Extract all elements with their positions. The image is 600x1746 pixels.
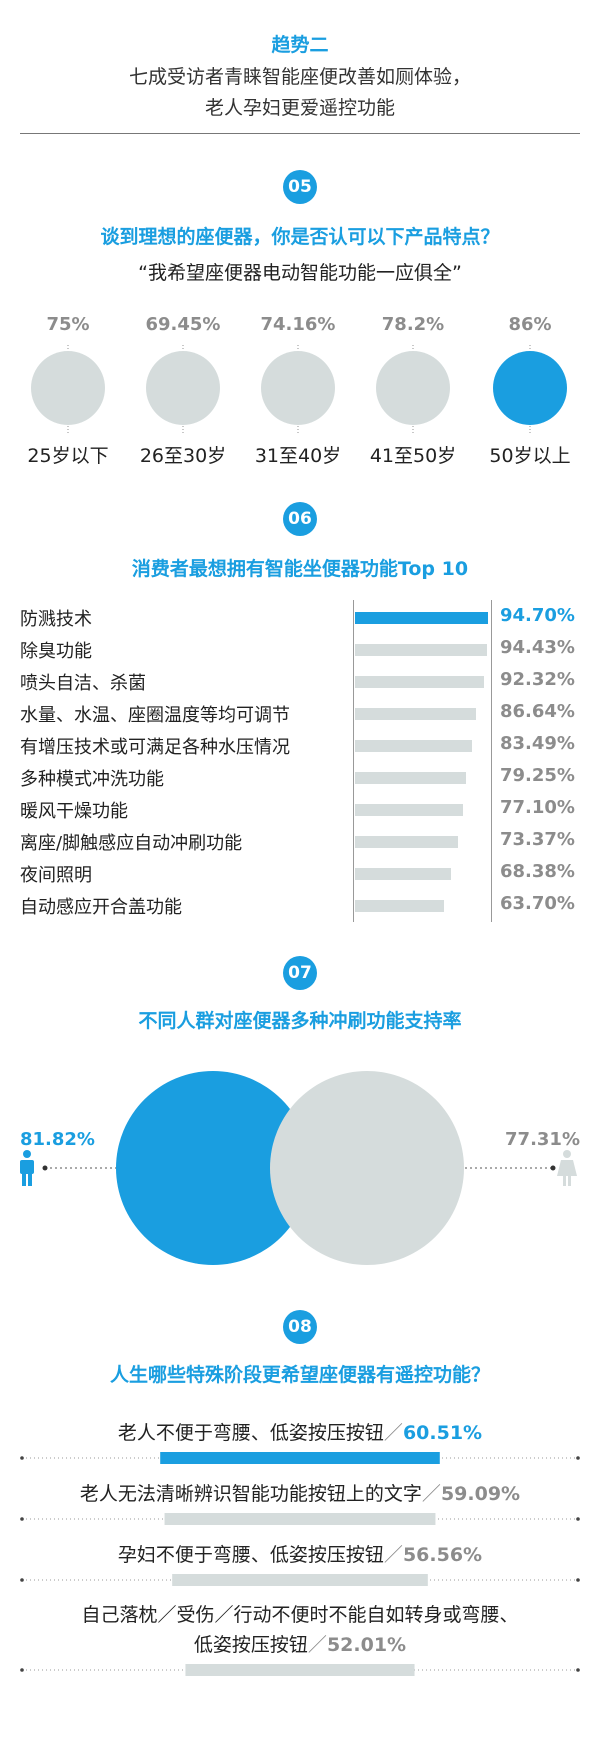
reason-guide-dot — [20, 1517, 24, 1521]
bubble-value-label: 78.2% — [382, 314, 444, 335]
bar-value-label: 73.37% — [500, 829, 575, 850]
section-05-title: 谈到理想的座便器，你是否认可以下产品特点？ — [100, 226, 500, 248]
bubble-1 — [31, 351, 105, 425]
reason-guide-dot — [20, 1578, 24, 1582]
bar-category-label: 有增压技术或可满足各种水压情况 — [20, 737, 290, 758]
female-support-value: 77.31% — [505, 1129, 580, 1150]
reason-guide-dot — [20, 1456, 24, 1460]
reason-guide-dot — [576, 1668, 580, 1672]
bar-category-label: 防溅技术 — [20, 609, 92, 630]
bubble-category-label: 26至30岁 — [140, 445, 226, 467]
section-07-badge: 07 — [283, 956, 317, 990]
reason-bar-1 — [160, 1452, 440, 1464]
bar-value-label: 86.64% — [500, 701, 575, 722]
bubble-category-label: 50岁以上 — [489, 445, 570, 467]
bar-value-label: 79.25% — [500, 765, 575, 786]
remote-reason-bars — [20, 1452, 580, 1676]
bar-category-label: 夜间照明 — [20, 865, 92, 886]
remote-reason-4-line2: 低姿按压按钮／52.01% — [193, 1634, 407, 1656]
venn-chart: 81.82% 77.31% — [20, 1071, 580, 1265]
bar-axis-right — [491, 600, 492, 922]
bubble-category-label: 41至50岁 — [370, 445, 456, 467]
bubble-4 — [376, 351, 450, 425]
bubble-2 — [146, 351, 220, 425]
female-support-circle — [270, 1071, 464, 1265]
male-support-circle — [116, 1071, 310, 1265]
reason-bar-4 — [185, 1664, 415, 1676]
bar-2 — [355, 644, 488, 656]
bubble-5 — [493, 351, 567, 425]
section-06-title: 消费者最想拥有智能坐便器功能Top 10 — [131, 558, 469, 580]
age-bubble-chart: 75% 25岁以下 69.45% 26至30岁 74.16% 31至40岁 78.2% 41至… — [27, 314, 570, 467]
bar-8 — [355, 836, 458, 848]
reason-guide-dot — [576, 1517, 580, 1521]
bubble-category-label: 25岁以下 — [27, 445, 108, 467]
bubble-category-label: 31至40岁 — [255, 445, 341, 467]
bubble-value-label: 75% — [46, 314, 89, 335]
bar-value-label: 68.38% — [500, 861, 575, 882]
bubble-value-label: 74.16% — [261, 314, 336, 335]
female-person-icon — [557, 1150, 577, 1186]
bubble-value-label: 69.45% — [146, 314, 221, 335]
section-05-quote: “我希望座便器电动智能功能一应俱全” — [138, 262, 462, 284]
bar-value-label: 92.32% — [500, 669, 575, 690]
bar-4 — [355, 708, 477, 720]
bar-value-label: 63.70% — [500, 893, 575, 914]
bar-9 — [355, 868, 451, 880]
venn-right-dot — [550, 1165, 556, 1171]
male-person-icon — [20, 1150, 34, 1186]
bar-7 — [355, 804, 463, 816]
section-05-badge: 05 — [283, 170, 317, 204]
venn-left-dot — [42, 1165, 48, 1171]
reason-bar-3 — [172, 1574, 428, 1586]
reason-guide-dot — [576, 1578, 580, 1582]
bar-category-label: 多种模式冲洗功能 — [20, 769, 164, 790]
bar-category-label: 暖风干燥功能 — [20, 801, 128, 822]
bar-category-label: 喷头自洁、杀菌 — [20, 673, 146, 694]
bar-5 — [355, 740, 472, 752]
section-07-title: 不同人群对座便器多种冲刷功能支持率 — [138, 1010, 462, 1032]
remote-reason-2: 老人无法清晰辨识智能功能按钮上的文字／59.09% — [79, 1483, 521, 1505]
bar-value-label: 77.10% — [500, 797, 575, 818]
remote-reason-3: 孕妇不便于弯腰、低姿按压按钮／56.56% — [117, 1544, 483, 1566]
header-divider — [20, 133, 580, 134]
bar-category-label: 离座/脚触感应自动冲刷功能 — [20, 833, 243, 854]
remote-reason-4-line1: 自己落枕／受伤／行动不便时不能自如转身或弯腰、 — [81, 1604, 519, 1626]
bar-category-label: 自动感应开合盖功能 — [20, 897, 182, 918]
bar-1 — [355, 612, 488, 624]
bar-category-label: 除臭功能 — [20, 641, 92, 662]
bubble-value-label: 86% — [508, 314, 551, 335]
bar-category-label: 水量、水温、座圈温度等均可调节 — [20, 705, 290, 726]
bar-10 — [355, 900, 445, 912]
trend-title: 趋势二 — [271, 34, 329, 56]
bubble-3 — [261, 351, 335, 425]
bar-value-label: 94.70% — [500, 605, 575, 626]
bar-value-label: 83.49% — [500, 733, 575, 754]
bar-value-label: 94.43% — [500, 637, 575, 658]
section-06-badge: 06 — [283, 502, 317, 536]
bar-6 — [355, 772, 466, 784]
reason-bar-2 — [164, 1513, 436, 1525]
section-08-badge: 08 — [283, 1310, 317, 1344]
reason-guide-dot — [576, 1456, 580, 1460]
male-support-value: 81.82% — [20, 1129, 95, 1150]
bar-3 — [355, 676, 485, 688]
trend-subtitle-line1: 七成受访者青睐智能座便改善如厕体验， — [128, 66, 471, 88]
remote-reason-1: 老人不便于弯腰、低姿按压按钮／60.51% — [117, 1422, 483, 1444]
reason-guide-dot — [20, 1668, 24, 1672]
section-08-title: 人生哪些特殊阶段更希望座便器有遥控功能？ — [109, 1364, 490, 1386]
trend-subtitle-line2: 老人孕妇更爱遥控功能 — [204, 97, 395, 119]
bar-axis-left — [353, 600, 354, 922]
